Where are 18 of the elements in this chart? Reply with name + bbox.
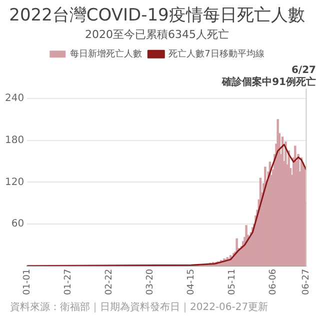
legend-label: 每日新增死亡人數 xyxy=(70,48,142,60)
y-tick-label: 60 xyxy=(11,218,24,230)
y-tick-label: 240 xyxy=(4,93,24,104)
y-tick-label: 180 xyxy=(4,135,24,146)
x-tick-label: 04-15 xyxy=(186,268,196,296)
x-tick-label: 01-01 xyxy=(22,268,32,296)
x-tick-label: 06-06 xyxy=(268,268,278,296)
chart-subtitle: 2020至今已累積6345人死亡 xyxy=(85,28,229,41)
x-tick-label: 06-27 xyxy=(302,268,312,296)
x-tick-label: 01-27 xyxy=(63,268,74,296)
legend-label: 死亡人數7日移動平均線 xyxy=(168,48,264,60)
x-tick-label: 02-22 xyxy=(104,268,114,296)
x-tick-label: 03-20 xyxy=(145,268,156,296)
source-note: 資料來源：衛福部｜日期為資料發布日｜2022-06-27更新 xyxy=(10,300,268,314)
y-tick-label: 120 xyxy=(4,176,24,188)
ref-line-label: 6/27 確診個案中91例死亡 xyxy=(221,65,316,88)
x-tick-label: 05-11 xyxy=(227,268,238,296)
chart-title: 2022台灣COVID-19疫情每日死亡人數 xyxy=(9,6,305,26)
